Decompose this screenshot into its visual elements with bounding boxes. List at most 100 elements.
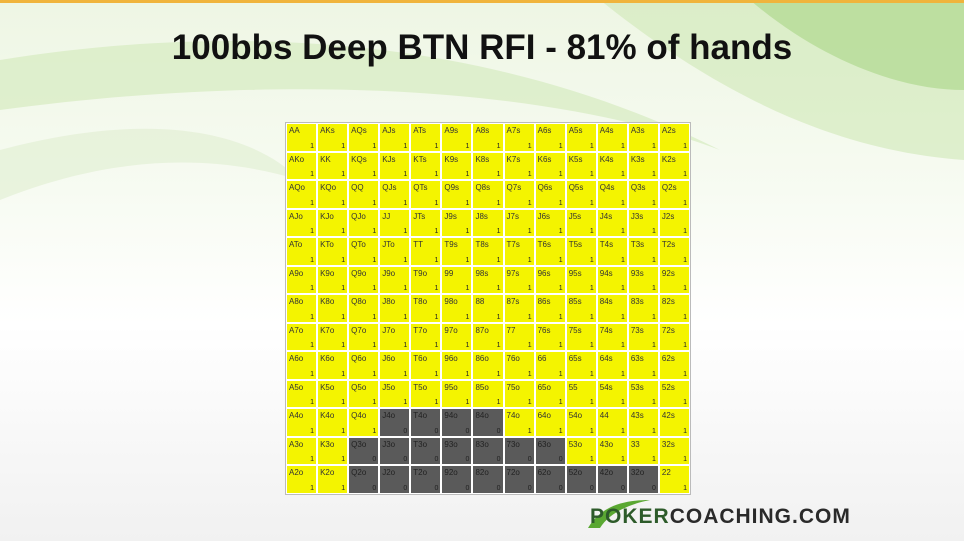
frequency: 1 [465, 399, 470, 407]
hand-label: 94o [444, 411, 458, 421]
hand-label: J8o [382, 297, 396, 307]
cell: T9s 1 [441, 237, 473, 266]
cell: 75s 1 [565, 322, 597, 352]
cell: J3s 1 [627, 208, 659, 238]
hand-label: Q6s [537, 183, 553, 193]
frequency: 1 [372, 399, 377, 407]
frequency: 1 [465, 199, 470, 207]
frequency: 1 [434, 399, 439, 407]
cell: AQs 1 [348, 123, 380, 152]
frequency: 0 [558, 456, 563, 464]
frequency: 1 [683, 485, 687, 492]
cell: 86o 1 [472, 351, 504, 380]
hand-label: J5o [382, 382, 396, 392]
hand-label: 92o [444, 468, 458, 478]
frequency: 1 [589, 171, 594, 179]
hand-label: AA [289, 126, 300, 135]
hand-label: QTo [351, 240, 366, 250]
hand-label: AJs [382, 126, 396, 135]
cell: J4s 1 [596, 208, 628, 238]
hand-label: 42s [661, 411, 675, 421]
hand-label: J6o [382, 354, 396, 364]
cell: T3s 1 [627, 237, 659, 266]
hand-label: A6s [537, 126, 552, 135]
cell: 72s 1 [658, 322, 690, 352]
cell: K5o 1 [317, 379, 349, 409]
hand-label: KK [320, 154, 331, 164]
hand-label: K7o [320, 325, 335, 335]
cell: 76s 1 [534, 322, 566, 352]
frequency: 1 [341, 171, 346, 179]
hand-label: J9s [444, 211, 457, 221]
frequency: 0 [496, 485, 501, 492]
hand-label: K2o [320, 468, 335, 478]
hand-label: 93s [630, 268, 644, 278]
cell: K4s 1 [596, 151, 628, 181]
hand-label: Q5s [568, 183, 584, 193]
cell: K9s 1 [441, 151, 473, 181]
cell: 53o 1 [565, 436, 597, 466]
hand-label: Q9o [351, 268, 367, 278]
hand-label: 76o [506, 354, 520, 364]
cell: JJ 1 [379, 208, 411, 238]
hand-label: T9s [444, 240, 458, 250]
hand-label: T3s [630, 240, 645, 250]
frequency: 1 [558, 399, 563, 407]
hand-label: 33 [630, 439, 640, 449]
cell: K8s 1 [472, 151, 504, 181]
hand-label: Q5o [351, 382, 367, 392]
cell: 72o 0 [503, 465, 535, 494]
frequency: 1 [403, 313, 408, 321]
cell: T4s 1 [596, 237, 628, 266]
hand-label: QJo [351, 211, 366, 221]
top-bar [0, 0, 964, 3]
frequency: 1 [527, 171, 532, 179]
hand-label: 87s [506, 297, 520, 307]
cell: T4o 0 [410, 408, 442, 437]
hand-label: 43o [599, 439, 614, 449]
frequency: 1 [620, 199, 625, 207]
frequency: 1 [589, 399, 594, 407]
hand-label: K9s [444, 154, 459, 164]
hand-label: 54s [599, 382, 613, 392]
frequency: 1 [434, 285, 439, 293]
frequency: 1 [589, 228, 594, 236]
hand-label: T7s [506, 240, 520, 250]
cell: KTs 1 [410, 151, 442, 181]
cell: Q5s 1 [565, 180, 597, 209]
cell: K7o 1 [317, 322, 349, 352]
hand-label: JTs [413, 211, 426, 221]
cell: J6s 1 [534, 208, 566, 238]
cell: 53s 1 [627, 379, 659, 409]
hand-label: AJo [289, 211, 303, 221]
frequency: 1 [652, 342, 656, 350]
hand-label: 52s [661, 382, 675, 392]
cell: Q4o 1 [348, 408, 380, 437]
frequency: 1 [496, 142, 501, 150]
frequency: 0 [496, 456, 501, 464]
frequency: 1 [652, 285, 656, 293]
frequency: 1 [403, 228, 408, 236]
cell: A3s 1 [627, 123, 659, 152]
frequency: 1 [558, 370, 563, 378]
frequency: 1 [652, 313, 656, 321]
cell: 62o 0 [534, 465, 566, 494]
cell: K8o 1 [317, 294, 349, 323]
frequency: 1 [527, 199, 532, 207]
hand-label: K8s [475, 154, 490, 164]
frequency: 1 [527, 313, 532, 321]
cell: Q9o 1 [348, 265, 380, 295]
hand-label: K4o [320, 411, 335, 421]
hand-label: A7s [506, 126, 521, 135]
frequency: 1 [527, 370, 532, 378]
hand-label: Q2o [351, 468, 367, 478]
frequency: 1 [652, 427, 656, 435]
frequency: 1 [620, 342, 625, 350]
hand-label: 95o [444, 382, 458, 392]
frequency: 1 [683, 199, 687, 207]
cell: 87o 1 [472, 322, 504, 352]
hand-label: JJ [382, 211, 391, 221]
frequency: 1 [403, 171, 408, 179]
hand-label: AQo [289, 183, 306, 193]
hand-label: A9s [444, 126, 459, 135]
